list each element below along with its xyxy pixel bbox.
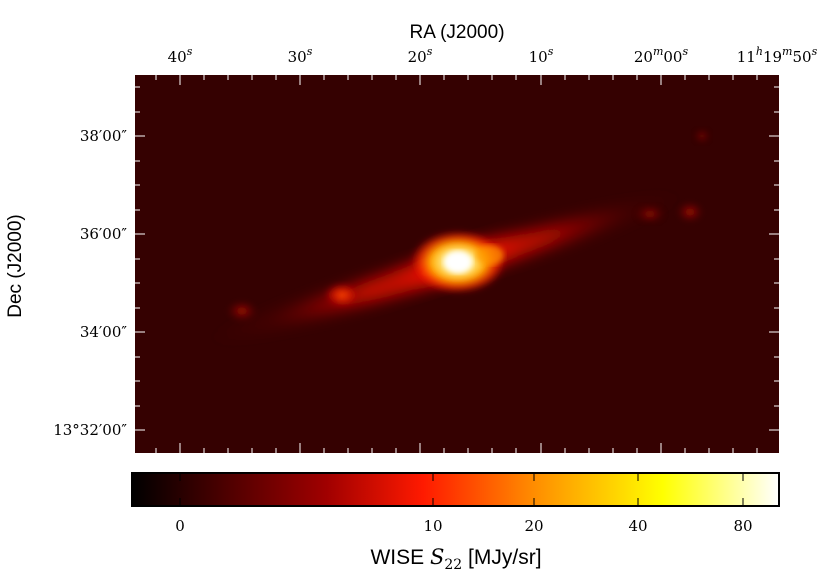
ra-tick-labels: 40s 30s 20s 10s 20m00s 11h19m50s <box>168 45 818 66</box>
ra-tick-label: 10s <box>529 45 554 66</box>
dec-tick-label: 13°32′00″ <box>53 421 127 439</box>
colorbar-ticks <box>179 473 744 506</box>
ra-tick-label: 20m00s <box>634 45 689 66</box>
x-axis-title: RA (J2000) <box>409 22 504 43</box>
dec-tick-labels: 38′00″ 36′00″ 34′00″ 13°32′00″ <box>53 127 127 439</box>
colorbar-tick-label: 0 <box>175 517 185 535</box>
colorbar-tick-label: 10 <box>423 517 442 535</box>
colorbar-title: WISE S22 [MJy/sr] <box>370 545 541 573</box>
colorbar-gradient <box>131 472 780 507</box>
ra-tick-label: 30s <box>288 45 313 66</box>
ra-tick-label: 40s <box>168 45 193 66</box>
colorbar-tick-label: 40 <box>628 517 647 535</box>
dec-tick-label: 34′00″ <box>80 323 128 341</box>
dec-tick-label: 38′00″ <box>80 127 128 145</box>
colorbar-tick-label: 80 <box>733 517 752 535</box>
colorbar: 0 10 20 40 80 WISE S22 [MJy/sr] <box>131 472 780 573</box>
colorbar-tick-label: 20 <box>524 517 543 535</box>
y-axis-title: Dec (J2000) <box>5 214 26 318</box>
ra-tick-label: 11h19m50s <box>737 45 818 66</box>
sky-image <box>135 75 779 453</box>
dec-tick-label: 36′00″ <box>80 225 128 243</box>
image-ticks <box>135 75 779 453</box>
ra-tick-label: 20s <box>408 45 433 66</box>
